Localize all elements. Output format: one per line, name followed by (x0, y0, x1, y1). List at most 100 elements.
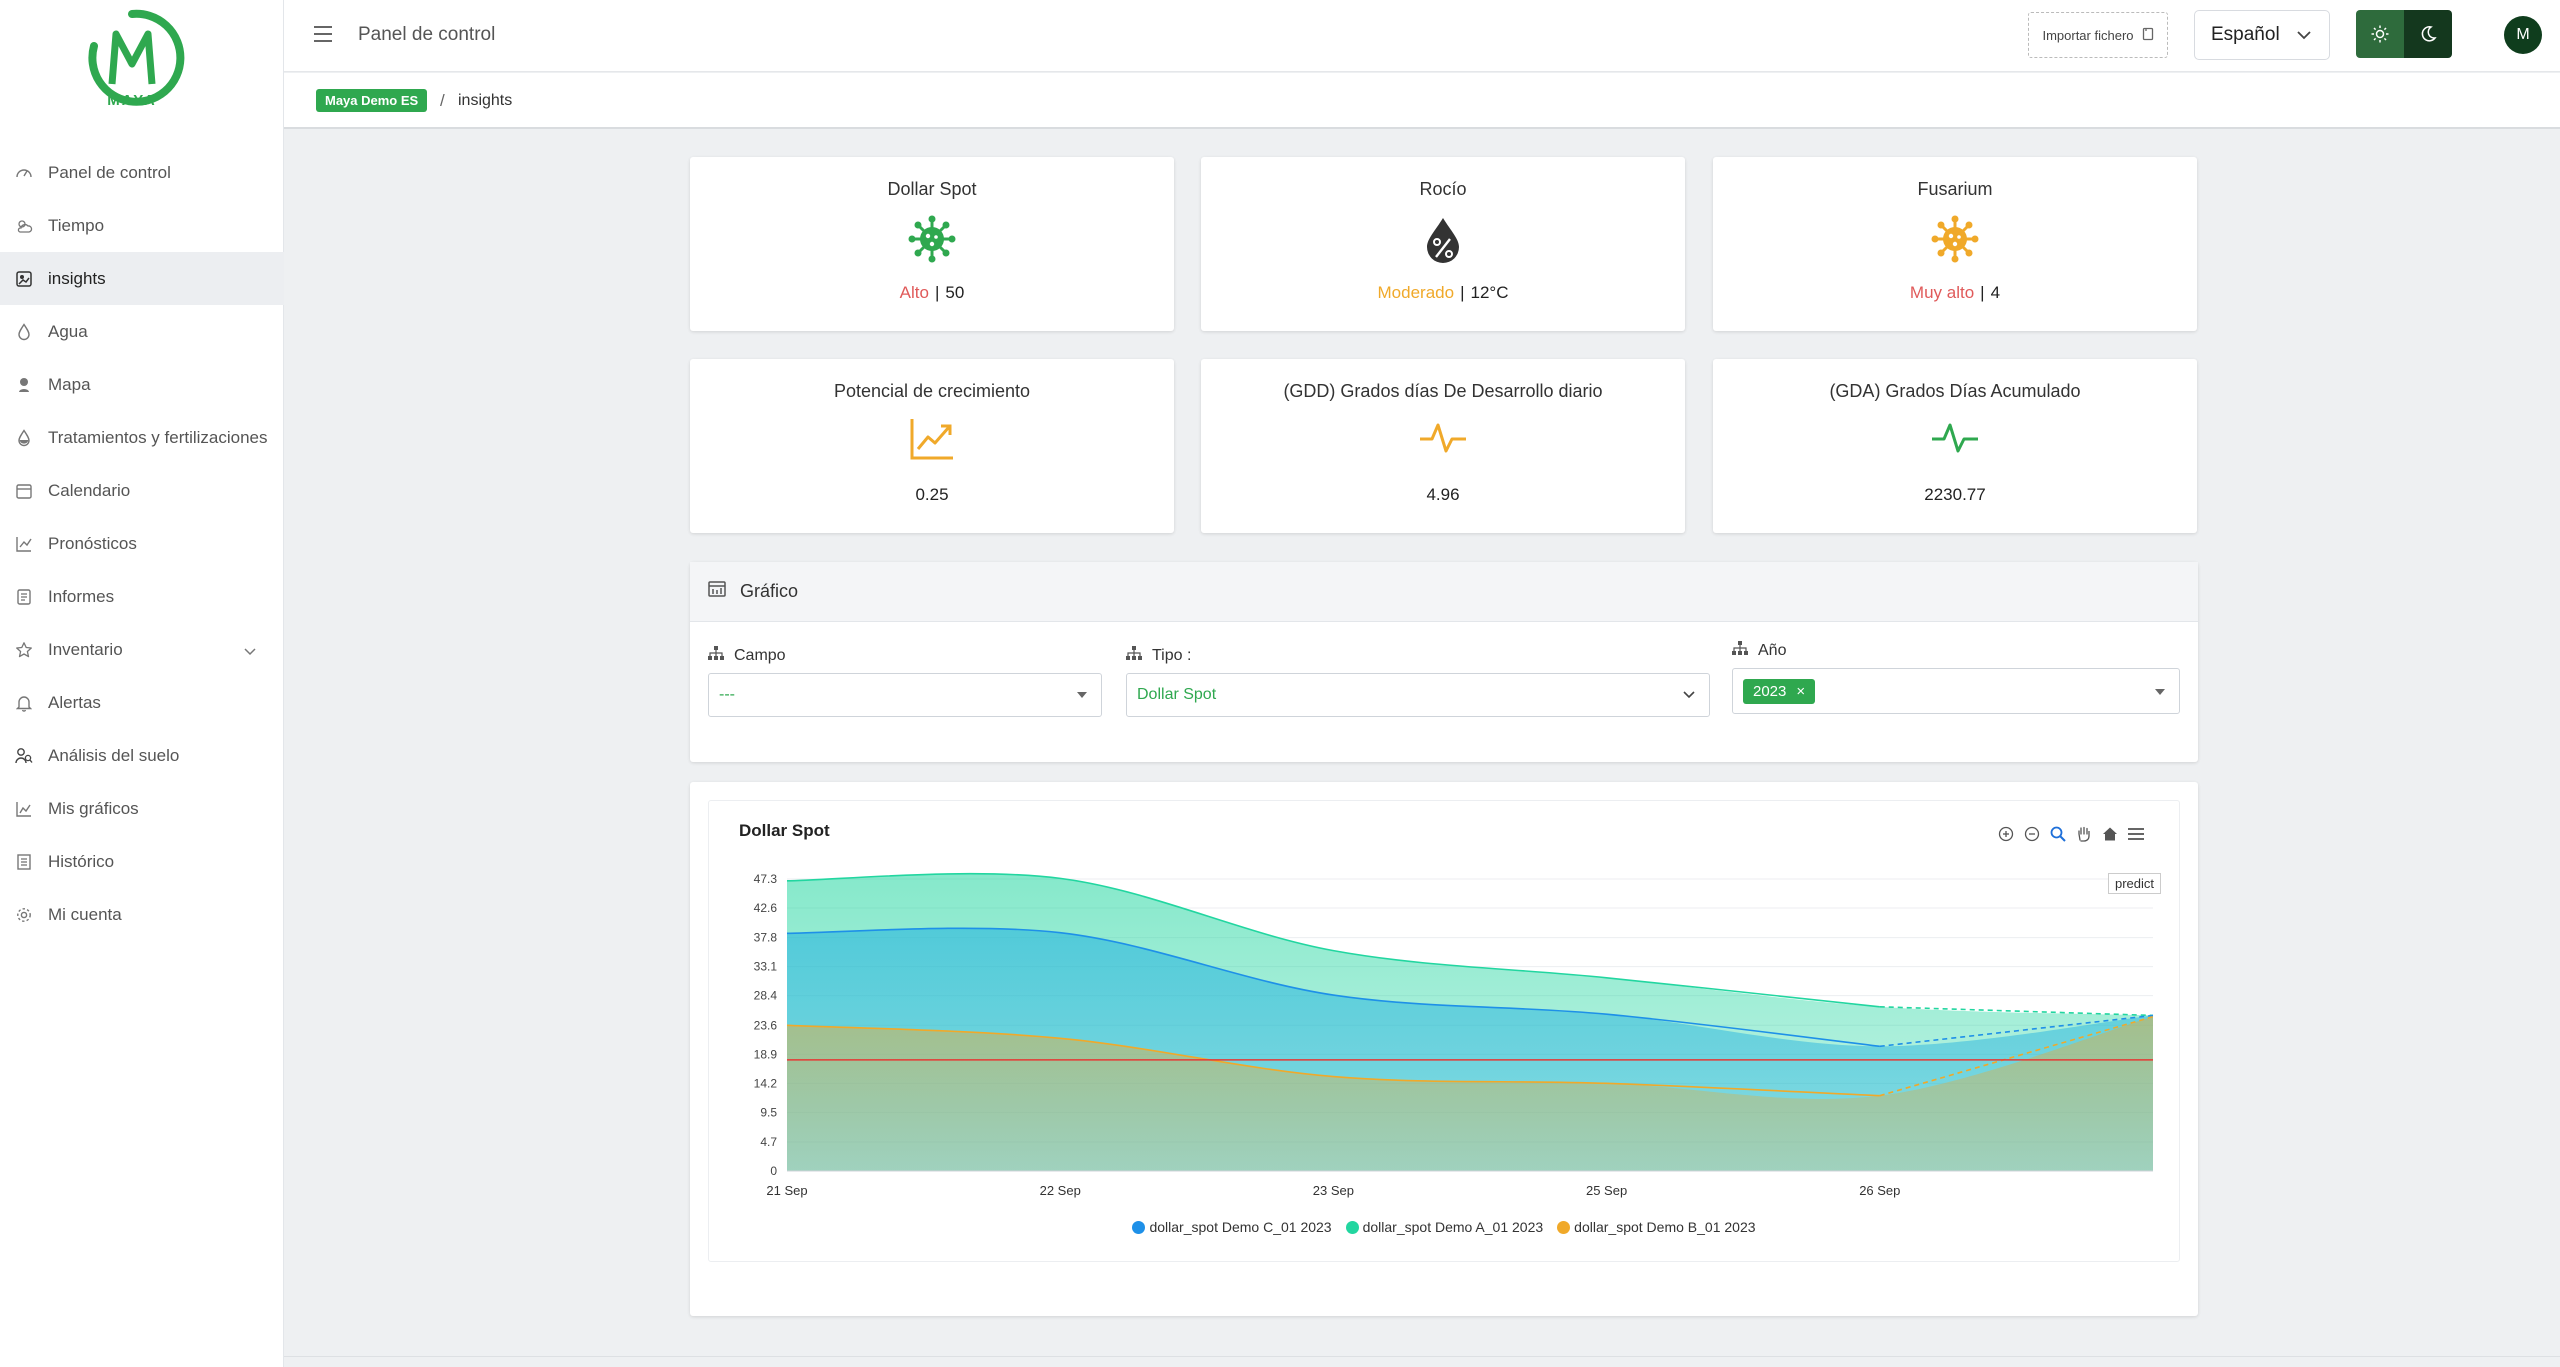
tag-remove-icon[interactable]: × (1796, 682, 1806, 700)
anio-select[interactable]: 2023 × (1732, 668, 2180, 714)
series-prediction-line (1879, 1014, 2154, 1048)
hierarchy-icon (1126, 646, 1142, 665)
sidebar-item-label: Mapa (48, 374, 91, 394)
caret-down-icon (1077, 692, 1087, 698)
pulse-icon (1201, 417, 1685, 457)
pulse-icon (1713, 417, 2197, 457)
legend-marker (1557, 1220, 1571, 1234)
logo-text: MAYA (107, 92, 156, 106)
card-value: 2230.77 (1924, 485, 1986, 504)
growth-trend-icon (690, 417, 1174, 461)
legend-item[interactable]: dollar_spot Demo C_01 2023 (1132, 1219, 1332, 1235)
x-tick-label: 25 Sep (1586, 1183, 1627, 1198)
star-icon (14, 640, 34, 660)
y-tick-label: 42.6 (754, 901, 778, 915)
x-tick-label: 26 Sep (1859, 1183, 1900, 1198)
sidebar-item-bell[interactable]: Alertas (0, 676, 284, 729)
zoom-in-icon[interactable] (1997, 825, 2015, 843)
sidebar-item-trend[interactable]: Pronósticos (0, 517, 284, 570)
series-line (786, 927, 1880, 1048)
series-line (786, 1024, 1880, 1097)
menu-toggle-icon[interactable] (314, 26, 332, 42)
sidebar-item-label: Calendario (48, 480, 131, 500)
sidebar-item-report[interactable]: Informes (0, 570, 284, 623)
zoom-out-icon[interactable] (2023, 825, 2041, 843)
chart-filter-panel: Gráfico Campo --- Tipo : Dollar Spot Año… (690, 562, 2198, 762)
risk-value: 50 (945, 283, 965, 302)
sidebar-item-label: Agua (48, 321, 88, 341)
y-tick-label: 37.8 (754, 931, 778, 945)
zoom-select-icon[interactable] (2049, 825, 2067, 843)
legend-item[interactable]: dollar_spot Demo B_01 2023 (1557, 1219, 1756, 1235)
sidebar-item-soil-analysis[interactable]: Análisis del suelo (0, 729, 284, 782)
y-tick-label: 47.3 (754, 872, 778, 886)
chart-icon (14, 799, 34, 819)
language-select[interactable]: Español (2194, 10, 2330, 60)
trend-icon (14, 534, 34, 554)
hierarchy-icon (1732, 641, 1748, 660)
chart-menu-icon[interactable] (2127, 825, 2145, 843)
chart-panel: 0 4.7 9.5 14.2 18.9 23.6 28.4 33.1 37.8 42.6 47.3 2… (690, 782, 2198, 1316)
chart-title: Dollar Spot (739, 821, 830, 840)
y-tick-label: 33.1 (754, 960, 778, 974)
series-area-demo-b (787, 1016, 2153, 1171)
language-value: Español (2211, 24, 2280, 45)
import-file-button[interactable]: Importar fichero (2028, 12, 2168, 58)
sun-icon[interactable] (2356, 10, 2404, 58)
sidebar-item-dashboard[interactable]: Panel de control (0, 146, 284, 199)
weather-icon (14, 216, 34, 236)
theme-toggle[interactable] (2356, 10, 2452, 58)
filter-campo: Campo --- (708, 646, 1102, 717)
card-title: Fusarium (1917, 179, 1993, 199)
y-tick-label: 23.6 (754, 1018, 778, 1032)
user-avatar[interactable]: M (2504, 16, 2542, 54)
card-gdd: (GDD) Grados días De Desarrollo diario 4… (1201, 359, 1685, 533)
campo-select[interactable]: --- (708, 673, 1102, 717)
sidebar-item-map-pin[interactable]: Mapa (0, 358, 284, 411)
tipo-label: Tipo : (1152, 646, 1192, 664)
panel-title: Gráfico (740, 581, 799, 601)
footer-divider (284, 1356, 2560, 1357)
maya-logo[interactable]: MAYA (72, 6, 192, 109)
card-title: Dollar Spot (887, 179, 977, 199)
sidebar-item-history[interactable]: Histórico (0, 835, 284, 888)
filter-label: Tipo : (1126, 646, 1710, 665)
filter-tipo: Tipo : Dollar Spot (1126, 646, 1710, 717)
sidebar-item-insights[interactable]: insights (0, 252, 284, 305)
sidebar-item-star[interactable]: Inventario (0, 623, 284, 676)
home-reset-icon[interactable] (2101, 825, 2119, 843)
sidebar-nav: Panel de control Tiempo insights Agua Mapa Tr… (0, 146, 284, 941)
sidebar-item-label: Pronósticos (48, 533, 137, 553)
legend-item[interactable]: dollar_spot Demo A_01 2023 (1345, 1219, 1543, 1235)
sidebar-item-label: Mi cuenta (48, 904, 122, 924)
card-rocio: Rocío Moderado | 12°C (1201, 157, 1685, 331)
legend-label: dollar_spot Demo B_01 2023 (1574, 1219, 1756, 1235)
sidebar: MAYA Panel de control Tiempo insights Agua M… (0, 0, 284, 1367)
tipo-select[interactable]: Dollar Spot (1126, 673, 1710, 717)
pan-hand-icon[interactable] (2075, 825, 2093, 843)
series-line (786, 872, 1880, 1008)
sidebar-item-treatment-drop[interactable]: Tratamientos y fertilizaciones (0, 411, 284, 464)
card-growth-potential: Potencial de crecimiento 0.25 (690, 359, 1174, 533)
insights-icon (14, 269, 34, 289)
sidebar-item-water-drop[interactable]: Agua (0, 305, 284, 358)
breadcrumb-separator: / (440, 91, 445, 110)
tipo-value: Dollar Spot (1137, 686, 1217, 703)
sidebar-item-gear[interactable]: Mi cuenta (0, 888, 284, 941)
virus-icon (1713, 215, 2197, 263)
sidebar-item-calendar[interactable]: Calendario (0, 464, 284, 517)
sidebar-item-weather[interactable]: Tiempo (0, 199, 284, 252)
card-value: Alto | 50 (899, 283, 965, 302)
sidebar-item-label: insights (48, 268, 106, 288)
y-tick-label: 4.7 (760, 1135, 777, 1149)
card-value: 0.25 (915, 485, 949, 504)
y-tick-label: 0 (770, 1164, 777, 1178)
top-header: Panel de control Importar fichero Españo… (284, 0, 2560, 72)
breadcrumb-badge[interactable]: Maya Demo ES (316, 89, 428, 112)
caret-down-icon (2155, 689, 2165, 695)
history-icon (14, 852, 34, 872)
moon-icon[interactable] (2404, 10, 2452, 58)
sidebar-item-chart[interactable]: Mis gráficos (0, 782, 284, 835)
filter-anio: Año 2023 × (1732, 641, 2180, 714)
breadcrumb: Maya Demo ES / insights (284, 73, 2560, 129)
